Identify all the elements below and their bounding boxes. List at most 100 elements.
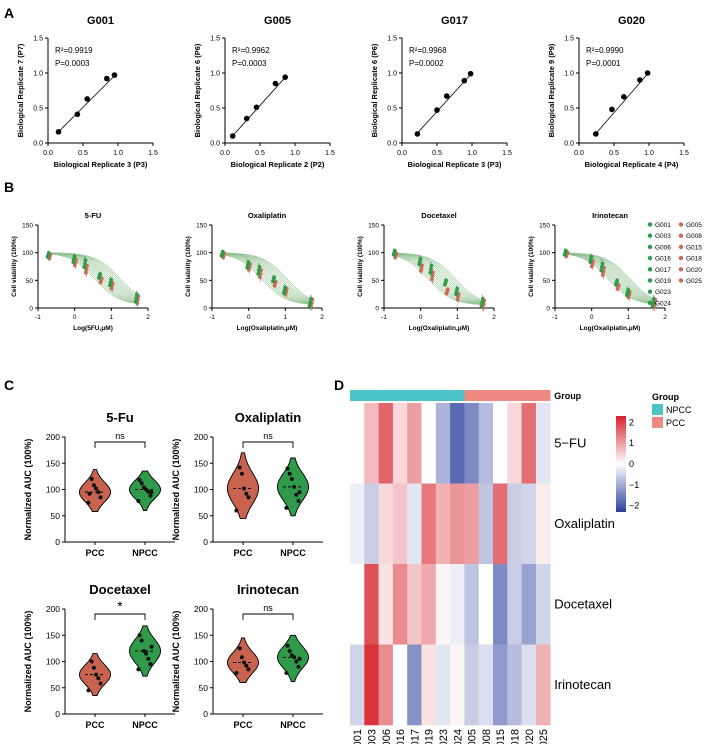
fit-curve: [394, 252, 485, 302]
chart-title: G005: [264, 15, 291, 27]
npcc-point: [146, 656, 151, 661]
y-tick-label: 0.0: [564, 141, 574, 148]
legend-label: G018: [686, 256, 702, 263]
y-tick-label: 150: [22, 223, 33, 230]
npcc-point: [220, 249, 225, 254]
x-axis-label: Log(5FU,μM): [73, 325, 113, 332]
y-axis-label: Biological Replicate 6 (P6): [370, 43, 379, 137]
pcc-point: [237, 465, 242, 470]
npcc-point: [287, 649, 292, 653]
npcc-point: [308, 300, 313, 305]
data-point: [104, 75, 110, 82]
y-tick-label: 1.0: [564, 71, 574, 78]
column-label: G005: [467, 729, 479, 744]
fit-curve: [222, 252, 313, 301]
fit-curve: [565, 253, 656, 304]
chart-title: Oxaliplatin: [235, 410, 302, 425]
chart-title: G020: [618, 15, 645, 27]
data-point: [467, 70, 474, 77]
npcc-point: [139, 638, 144, 643]
heatmap-cell: [435, 564, 451, 645]
category-label: PCC: [233, 548, 253, 558]
chart-title: 5-Fu: [106, 410, 134, 425]
legend-label: G020: [686, 267, 702, 274]
npcc-point: [256, 271, 261, 276]
npcc-point: [133, 299, 138, 304]
npcc-point: [82, 265, 87, 270]
x-tick-label: 0: [419, 314, 423, 321]
legend-label: G017: [655, 267, 671, 274]
x-tick-label: 0: [247, 314, 251, 321]
pcc-point: [273, 279, 278, 284]
x-axis-label: Log(Oxaliplatin,μM): [580, 325, 641, 332]
p-value-label: P=0.0003: [232, 59, 267, 68]
x-tick-label: 1.5: [679, 150, 689, 157]
x-tick-label: 0.5: [609, 150, 619, 157]
npcc-point: [650, 304, 655, 308]
heatmap-cell: [450, 403, 465, 484]
heatmap-cell: [378, 403, 394, 484]
group-annotation-cell: [507, 390, 522, 401]
pcc-point: [445, 287, 450, 292]
data-point: [229, 133, 236, 139]
npcc-point: [149, 644, 154, 649]
y-tick-label: 1.0: [33, 71, 43, 78]
pcc-point: [456, 292, 461, 297]
pcc-point: [86, 500, 91, 505]
y-axis-label: Cell viability (100%): [11, 236, 18, 297]
npcc-point: [136, 499, 141, 504]
fit-curve: [394, 254, 485, 305]
x-tick-label: 0: [590, 314, 594, 321]
y-axis-label: Normalized AUC (100%): [171, 439, 181, 541]
x-tick-label: 1.0: [644, 150, 654, 157]
heatmap-group: Group 5−FU Oxaliplatin Docetaxel Irinotecan G…: [350, 390, 692, 744]
legend-label: G001: [655, 222, 671, 229]
x-tick-label: 1.5: [325, 150, 335, 157]
group-annotation-cell: [450, 390, 465, 401]
npcc-point: [98, 272, 103, 276]
fit-curve: [394, 255, 485, 305]
data-point: [461, 77, 468, 84]
y-tick-label: 150: [46, 458, 60, 468]
y-tick-label: 0.5: [33, 106, 43, 113]
y-tick-label: 0: [203, 537, 208, 547]
npcc-point: [480, 300, 485, 305]
heatmap-cell: [364, 644, 379, 726]
violin-5fu-group: 5-Fu 0 50 100 150 200 Normalized AUC (100%) PCC…: [23, 410, 175, 558]
panel-label-c: C: [4, 377, 14, 393]
legend-label: NPCC: [666, 405, 692, 415]
row-label: Oxaliplatin: [554, 516, 615, 531]
violin-docetaxel-group: Docetaxel 0 50 100 150 200 Normalized AUC (100…: [23, 582, 175, 730]
y-tick-label: 100: [539, 250, 550, 257]
npcc-point: [626, 287, 631, 292]
x-tick-label: -1: [552, 314, 558, 321]
column-label: G003: [366, 729, 378, 744]
fit-curve: [222, 253, 313, 305]
y-tick-label: 50: [199, 683, 209, 693]
fit-curve: [48, 252, 139, 296]
legend-marker: [647, 233, 653, 238]
pcc-violin: [226, 637, 260, 683]
x-tick-label: 0.0: [397, 150, 407, 157]
pcc-point: [234, 508, 239, 513]
x-tick-label: 1.0: [467, 150, 477, 157]
y-tick-label: 0: [546, 306, 550, 313]
y-tick-label: 150: [46, 630, 60, 640]
npcc-point: [257, 264, 262, 269]
legend-swatch: [652, 404, 663, 415]
column-label: G008: [481, 729, 493, 744]
npcc-point: [599, 268, 604, 273]
heatmap-cell: [350, 644, 365, 726]
y-tick-label: 0.0: [210, 141, 220, 148]
y-tick-label: 0.0: [387, 141, 397, 148]
legend-marker: [678, 222, 684, 227]
panel-label-b: B: [4, 179, 14, 195]
legend-marker: [678, 255, 684, 261]
pcc-point: [89, 659, 94, 664]
npcc-point: [615, 278, 620, 283]
y-tick-label: 200: [194, 604, 208, 614]
x-tick-label: -1: [381, 314, 387, 321]
